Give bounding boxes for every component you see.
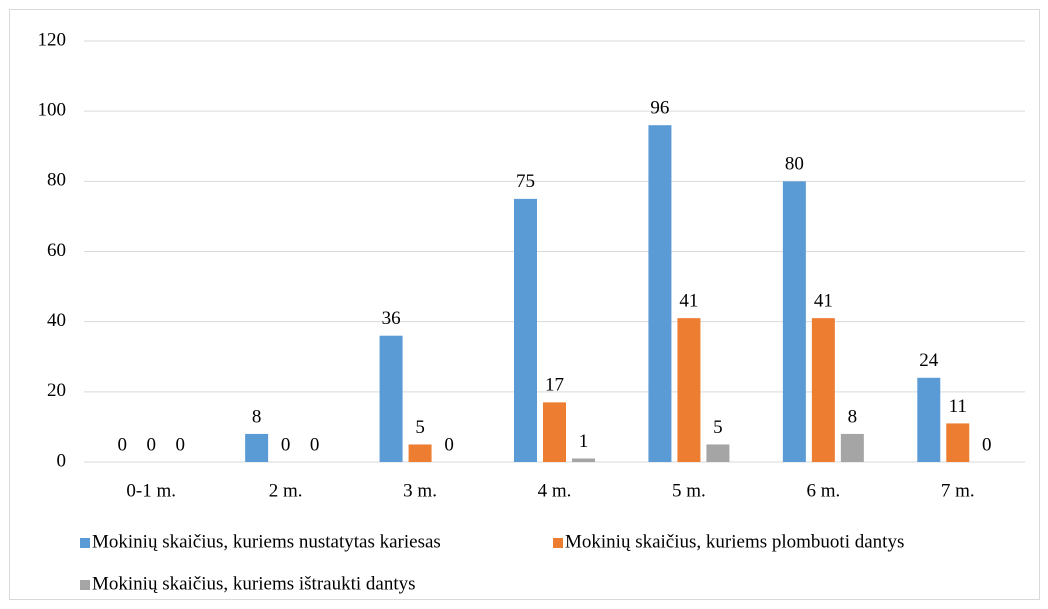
value-label: 5 <box>713 417 723 438</box>
x-tick-label: 6 m. <box>806 480 840 501</box>
value-label: 80 <box>785 154 804 175</box>
bar <box>572 458 595 462</box>
y-tick-label: 40 <box>47 310 66 331</box>
bar <box>811 318 835 462</box>
value-label: 17 <box>545 375 564 396</box>
bar <box>379 335 403 462</box>
bar <box>245 433 269 462</box>
value-label: 11 <box>949 396 967 417</box>
value-label: 41 <box>679 291 698 312</box>
value-label: 0 <box>281 434 291 455</box>
value-label: 0 <box>175 434 185 455</box>
y-tick-label: 20 <box>47 380 66 401</box>
value-label: 24 <box>919 350 939 371</box>
legend-swatch <box>80 538 90 548</box>
x-tick-label: 5 m. <box>672 480 706 501</box>
bar <box>782 181 806 463</box>
bar <box>543 402 566 462</box>
value-label: 96 <box>650 98 669 119</box>
bar <box>648 125 672 462</box>
y-tick-label: 120 <box>38 29 67 50</box>
legend-label: Mokinių skaičius, kuriems ištraukti dant… <box>92 573 416 594</box>
bar <box>408 444 432 462</box>
x-tick-label: 0-1 m. <box>126 480 176 501</box>
value-label: 0 <box>982 434 992 455</box>
bar <box>514 198 537 462</box>
bar <box>706 444 730 462</box>
x-tick-label: 2 m. <box>269 480 303 501</box>
legend-label: Mokinių skaičius, kuriems nustatytas kar… <box>92 531 441 552</box>
value-label: 0 <box>117 434 127 455</box>
y-tick-label: 100 <box>38 100 67 121</box>
y-tick-label: 80 <box>47 170 66 191</box>
x-tick-label: 7 m. <box>941 480 975 501</box>
y-tick-label: 60 <box>47 240 66 261</box>
bar <box>917 377 941 462</box>
x-tick-label: 4 m. <box>538 480 572 501</box>
legend-swatch <box>80 580 90 590</box>
value-label: 0 <box>444 434 454 455</box>
bar <box>677 318 701 462</box>
value-label: 0 <box>310 434 320 455</box>
value-label: 0 <box>146 434 156 455</box>
bar <box>946 423 970 462</box>
value-label: 41 <box>814 291 833 312</box>
value-label: 8 <box>848 406 858 427</box>
value-label: 36 <box>382 308 401 329</box>
value-label: 5 <box>415 417 425 438</box>
value-label: 75 <box>516 171 535 192</box>
value-label: 1 <box>579 431 589 452</box>
legend-swatch <box>553 538 563 548</box>
value-label: 8 <box>252 406 262 427</box>
x-tick-label: 3 m. <box>403 480 437 501</box>
legend-label: Mokinių skaičius, kuriems plombuoti dant… <box>565 531 904 552</box>
bar <box>840 433 864 462</box>
y-tick-label: 0 <box>57 450 67 471</box>
